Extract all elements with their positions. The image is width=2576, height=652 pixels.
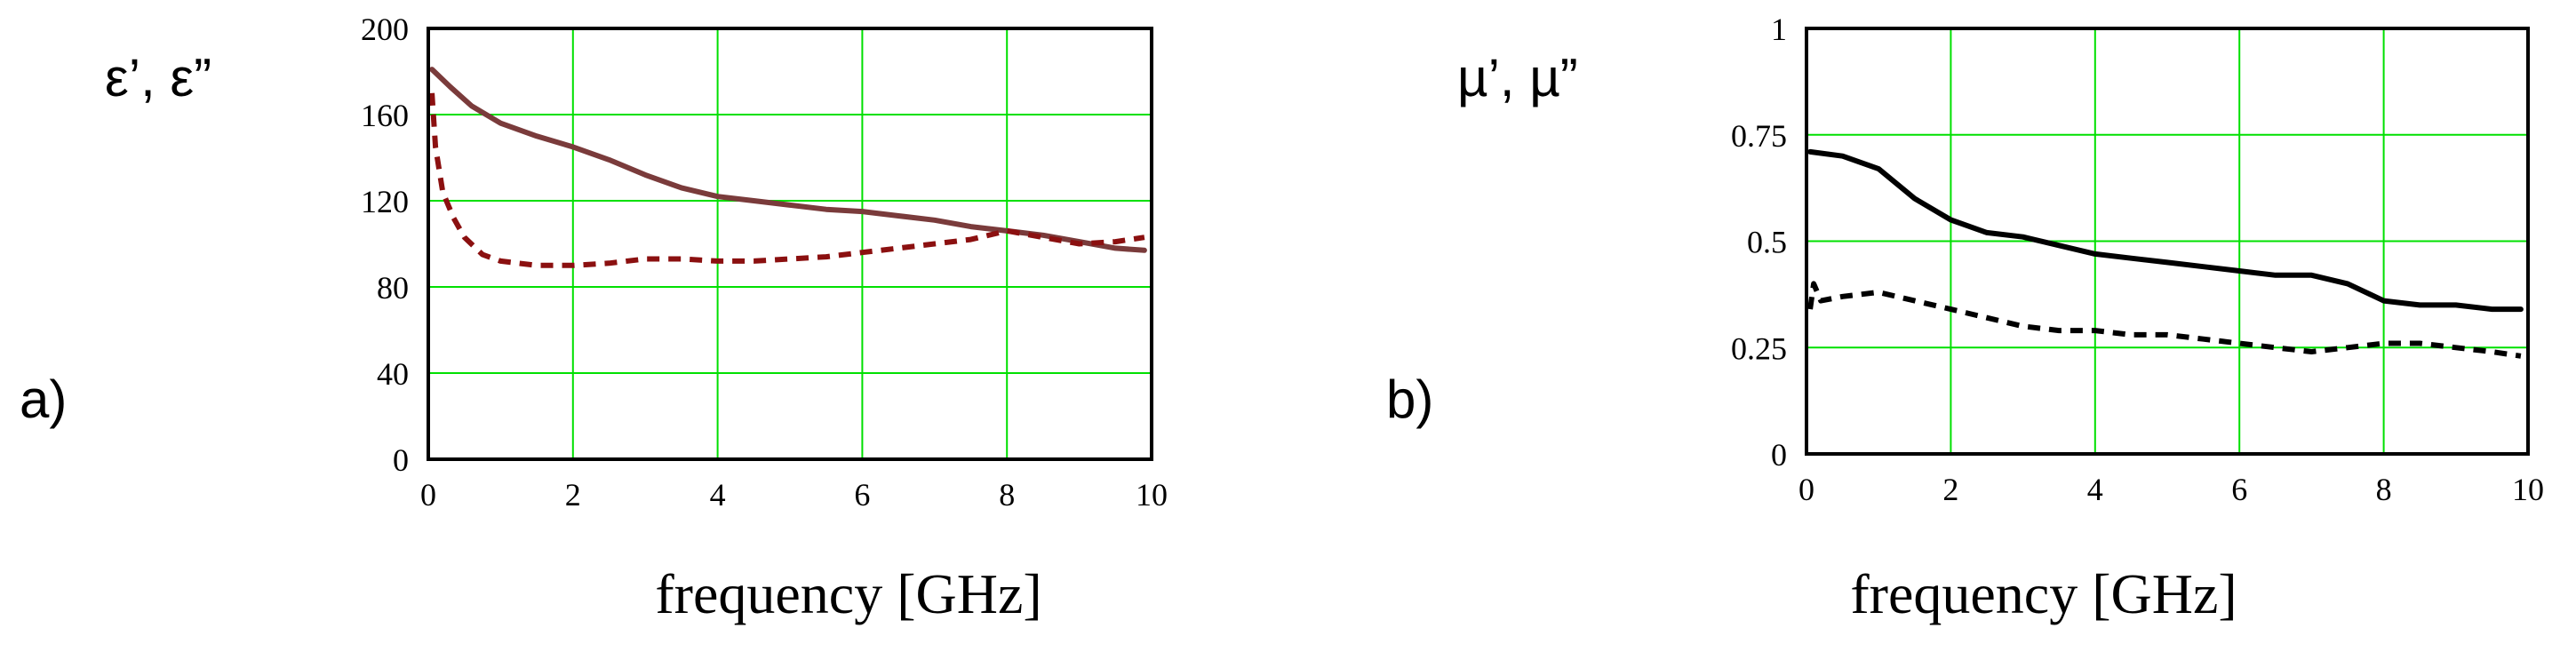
x-axis-label: frequency [GHz] [655,562,1041,625]
x-tick-label: 4 [710,477,726,513]
series-line-solid [429,67,1147,253]
y-axis-label: µ’, µ” [1457,48,1578,107]
y-tick-label: 0.75 [1731,118,1787,154]
y-tick-label: 0 [1771,437,1787,473]
x-tick-label: 2 [565,477,581,513]
x-tick-label: 8 [2376,472,2392,507]
y-axis-label: ε’, ε” [105,48,211,107]
series-line-solid [1807,148,2524,313]
y-tick-label: 200 [361,12,409,47]
x-tick-label: 0 [1798,472,1814,507]
panel-a: 0 2 4 6 8 10 0 40 80 120 160 200 ε’, ε” frequency [GH… [20,12,1168,625]
y-tick-label: 1 [1771,12,1787,47]
y-tick-label: 120 [361,184,409,219]
plot-frame [427,27,1153,461]
x-tick-label: 10 [1136,477,1168,513]
x-tick-label: 4 [2087,472,2103,507]
y-tick-label: 0 [393,442,409,478]
y-tick-label: 80 [377,270,409,306]
y-tick-label: 0.5 [1747,225,1787,260]
y-tick-label: 40 [377,356,409,392]
y-tick-label: 0.25 [1731,330,1787,366]
x-axis-label: frequency [GHz] [1850,562,2237,625]
plot-frame [1805,27,2530,456]
x-tick-label: 10 [2512,472,2544,507]
series-line-dashed [429,92,1145,268]
panel-b: 0 2 4 6 8 10 0 0.25 0.5 0.75 1 µ’, µ” frequency [GHz… [1386,12,2544,625]
series-line-dashed [1807,281,2522,359]
y-tick-label: 160 [361,98,409,133]
x-tick-label: 6 [854,477,870,513]
x-tick-label: 6 [2231,472,2247,507]
panel-label: b) [1386,370,1433,429]
x-tick-label: 8 [999,477,1015,513]
x-tick-label: 0 [420,477,436,513]
x-tick-label: 2 [1942,472,1958,507]
panel-label: a) [20,370,67,429]
